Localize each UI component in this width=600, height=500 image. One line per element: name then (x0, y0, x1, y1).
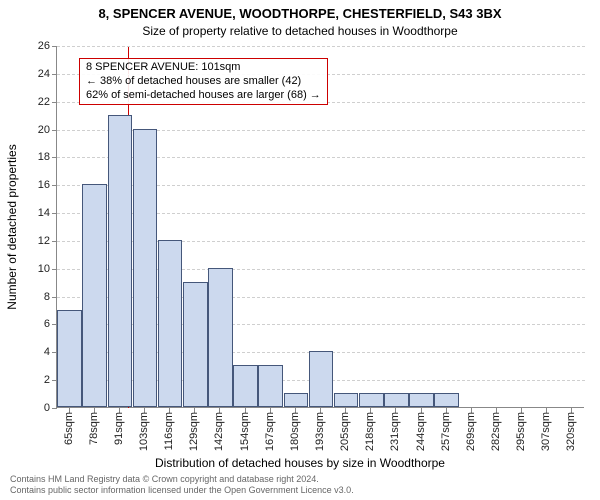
annotation-line1: 8 SPENCER AVENUE: 101sqm (86, 61, 321, 75)
x-tick-label: 205sqm (339, 412, 351, 451)
title-line-1: 8, SPENCER AVENUE, WOODTHORPE, CHESTERFI… (0, 6, 600, 21)
x-tick-label: 218sqm (364, 412, 376, 451)
histogram-bar (133, 129, 158, 407)
chart-area: 8 SPENCER AVENUE: 101sqm ← 38% of detach… (56, 46, 584, 408)
y-tick-label: 24 (20, 68, 50, 80)
y-tick-mark (52, 74, 57, 75)
annotation-box: 8 SPENCER AVENUE: 101sqm ← 38% of detach… (79, 58, 328, 105)
y-tick-label: 2 (20, 374, 50, 386)
y-tick-label: 6 (20, 318, 50, 330)
y-tick-mark (52, 380, 57, 381)
x-tick-label: 231sqm (389, 412, 401, 451)
x-tick-label: 180sqm (289, 412, 301, 451)
y-tick-mark (52, 46, 57, 47)
x-tick-label: 91sqm (113, 412, 125, 445)
histogram-bar (258, 365, 283, 407)
y-tick-label: 26 (20, 40, 50, 52)
footer: Contains HM Land Registry data © Crown c… (10, 474, 354, 496)
y-tick-label: 10 (20, 263, 50, 275)
x-tick-label: 103sqm (138, 412, 150, 451)
x-tick-label: 116sqm (163, 412, 175, 450)
histogram-bar (233, 365, 258, 407)
y-tick-label: 12 (20, 235, 50, 247)
x-tick-label: 193sqm (314, 412, 326, 451)
histogram-bar (82, 184, 107, 407)
y-tick-mark (52, 269, 57, 270)
histogram-bar (359, 393, 384, 407)
x-tick-label: 167sqm (264, 412, 276, 451)
histogram-bar (108, 115, 133, 407)
x-tick-label: 307sqm (540, 412, 552, 451)
histogram-bar (384, 393, 409, 407)
plot-region: 8 SPENCER AVENUE: 101sqm ← 38% of detach… (56, 46, 584, 408)
x-axis-label: Distribution of detached houses by size … (0, 456, 600, 470)
y-tick-mark (52, 157, 57, 158)
chart-root: 8, SPENCER AVENUE, WOODTHORPE, CHESTERFI… (0, 0, 600, 500)
y-tick-mark (52, 130, 57, 131)
y-tick-mark (52, 352, 57, 353)
y-tick-mark (52, 102, 57, 103)
y-tick-mark (52, 241, 57, 242)
histogram-bar (334, 393, 359, 407)
y-tick-label: 20 (20, 124, 50, 136)
x-tick-label: 320sqm (565, 412, 577, 451)
y-tick-mark (52, 297, 57, 298)
histogram-bar (208, 268, 233, 407)
x-tick-label: 257sqm (440, 412, 452, 451)
histogram-bar (158, 240, 183, 407)
histogram-bar (57, 310, 82, 407)
x-tick-label: 65sqm (63, 412, 75, 445)
histogram-bar (434, 393, 459, 407)
y-tick-label: 18 (20, 151, 50, 163)
y-axis-label: Number of detached properties (5, 144, 19, 309)
x-tick-label: 78sqm (88, 412, 100, 445)
y-tick-label: 14 (20, 207, 50, 219)
y-tick-mark (52, 185, 57, 186)
footer-line1: Contains HM Land Registry data © Crown c… (10, 474, 354, 485)
histogram-bar (309, 351, 334, 407)
x-tick-label: 129sqm (188, 412, 200, 451)
y-tick-label: 22 (20, 96, 50, 108)
y-axis-label-container: Number of detached properties (4, 46, 20, 408)
y-tick-label: 8 (20, 291, 50, 303)
histogram-bar (183, 282, 208, 407)
y-tick-label: 4 (20, 346, 50, 358)
y-tick-mark (52, 213, 57, 214)
x-tick-label: 295sqm (515, 412, 527, 451)
footer-line2: Contains public sector information licen… (10, 485, 354, 496)
x-tick-label: 142sqm (213, 412, 225, 451)
title-line-2: Size of property relative to detached ho… (0, 24, 600, 38)
x-tick-label: 244sqm (415, 412, 427, 451)
x-tick-label: 269sqm (465, 412, 477, 451)
y-tick-label: 16 (20, 179, 50, 191)
x-tick-label: 282sqm (490, 412, 502, 451)
histogram-bar (284, 393, 309, 407)
y-tick-label: 0 (20, 402, 50, 414)
annotation-line3: 62% of semi-detached houses are larger (… (86, 89, 321, 103)
histogram-bar (409, 393, 434, 407)
y-tick-mark (52, 324, 57, 325)
y-tick-mark (52, 408, 57, 409)
annotation-line2: ← 38% of detached houses are smaller (42… (86, 75, 321, 89)
gridline (57, 46, 585, 47)
x-tick-label: 154sqm (239, 412, 251, 451)
